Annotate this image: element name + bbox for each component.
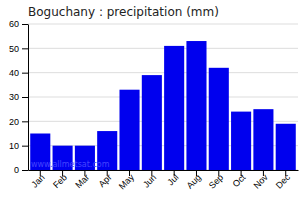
bar bbox=[186, 41, 206, 170]
y-tick: 60 bbox=[9, 19, 28, 29]
tick-label: Nov bbox=[251, 172, 270, 191]
chart-svg: 0 10 20 30 40 50 60 Jan FebMar AprMay Jun Jul AugSep… bbox=[0, 0, 306, 200]
bar bbox=[119, 90, 139, 170]
tick-mark bbox=[22, 48, 28, 49]
grid-line bbox=[28, 72, 298, 73]
tick-label: Aug bbox=[185, 172, 203, 190]
y-tick: 30 bbox=[9, 92, 28, 102]
x-tick: Apr bbox=[97, 170, 114, 189]
tick-label: Jun bbox=[141, 172, 158, 189]
tick-label: 60 bbox=[9, 19, 19, 29]
bars bbox=[30, 41, 296, 170]
tick-label: Apr bbox=[97, 172, 114, 189]
grid-line bbox=[28, 24, 298, 25]
bar bbox=[209, 68, 229, 170]
bar bbox=[231, 112, 251, 170]
x-tick: Mar bbox=[73, 170, 91, 190]
grid bbox=[28, 24, 298, 170]
title: Boguchany : precipitation (mm) bbox=[28, 5, 219, 19]
y-tick: 20 bbox=[9, 117, 28, 127]
tick-mark bbox=[22, 24, 28, 25]
bar bbox=[276, 124, 296, 170]
tick-label: 50 bbox=[9, 44, 19, 54]
tick-label: Oct bbox=[231, 172, 248, 189]
tick-label: Jan bbox=[29, 172, 46, 189]
tick-label: Sep bbox=[207, 172, 225, 190]
y-tick: 40 bbox=[9, 68, 28, 78]
x-tick: Feb bbox=[51, 170, 69, 190]
tick-mark bbox=[22, 121, 28, 122]
tick-label: Dec bbox=[274, 172, 293, 191]
axis-line bbox=[29, 170, 299, 171]
x-tick: Jun bbox=[141, 170, 158, 190]
x-tick: May bbox=[117, 170, 136, 191]
annotation: www.allmetsat.com bbox=[31, 160, 110, 169]
grid-line bbox=[28, 48, 298, 49]
tick-mark bbox=[22, 146, 28, 147]
x-tick: Dec bbox=[274, 170, 293, 191]
bar bbox=[142, 75, 162, 170]
grid-line bbox=[28, 97, 298, 98]
tick-label: 10 bbox=[9, 141, 19, 151]
tick-label: 0 bbox=[14, 165, 19, 175]
x-tick: Nov bbox=[251, 170, 270, 191]
tick-label: 30 bbox=[9, 92, 19, 102]
tick-label: Feb bbox=[51, 172, 69, 190]
x-tick: Jul bbox=[165, 170, 180, 187]
tick-label: Mar bbox=[73, 172, 91, 190]
bar bbox=[253, 109, 273, 170]
chart-container: 0 10 20 30 40 50 60 Jan FebMar AprMay Jun Jul AugSep… bbox=[0, 0, 306, 200]
tick-mark bbox=[22, 170, 28, 171]
x-tick: Sep bbox=[207, 170, 225, 191]
tick-label: May bbox=[117, 172, 136, 191]
axis-line bbox=[28, 25, 29, 171]
tick-label: 20 bbox=[9, 117, 19, 127]
x-tick: Jan bbox=[29, 170, 46, 190]
tick-mark bbox=[22, 73, 28, 74]
tick-label: 40 bbox=[9, 68, 19, 78]
x-axis: Jan FebMar AprMay Jun Jul AugSep OctNovDec bbox=[29, 170, 299, 191]
y-axis: 0 10 20 30 40 50 60 bbox=[9, 19, 29, 175]
x-tick: Oct bbox=[231, 170, 248, 189]
y-tick: 50 bbox=[9, 44, 28, 54]
y-tick: 0 bbox=[14, 165, 28, 175]
y-tick: 10 bbox=[9, 141, 28, 151]
tick-label: Jul bbox=[165, 172, 180, 187]
bar bbox=[164, 46, 184, 170]
tick-mark bbox=[22, 97, 28, 98]
x-tick: Aug bbox=[185, 170, 203, 191]
